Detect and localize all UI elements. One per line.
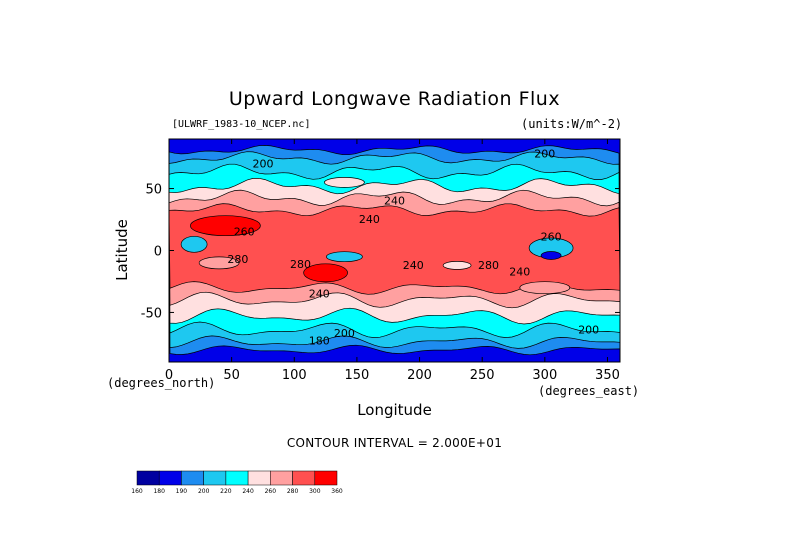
x-tick-label-0: 0 — [165, 368, 173, 383]
y-tick-label-0: -50 — [141, 306, 162, 321]
colorbar-label-6: 260 — [265, 488, 277, 495]
colorbar-swatch-3 — [203, 470, 227, 486]
contour-label-2: 240 — [384, 195, 405, 208]
contour-interval: CONTOUR INTERVAL = 2.000E+01 — [286, 436, 503, 450]
axes: 0 50 100 150 200 250 300 350 -50 0 50 — [141, 139, 620, 383]
flux-patch-8 — [519, 281, 571, 295]
colorbar-label-7: 280 — [287, 488, 299, 495]
flux-patch-2 — [180, 235, 208, 253]
colorbar-swatch-8 — [314, 470, 338, 486]
colorbar: 160 180 190 200 220 240 260 280 300 360 — [131, 470, 343, 495]
contour-label-10: 260 — [541, 231, 562, 244]
x-tick-label-2: 100 — [282, 368, 307, 383]
contour-label-11: 240 — [509, 265, 530, 278]
colorbar-label-4: 220 — [220, 488, 232, 495]
x-tick-label-4: 200 — [407, 368, 432, 383]
flux-patch-0 — [190, 215, 261, 237]
colorbar-label-9: 360 — [331, 488, 343, 495]
colorbar-swatch-2 — [181, 470, 204, 486]
file-label: [ULWRF_1983-10_NCEP.nc] — [172, 119, 311, 130]
contour-labels: 200 200 240 240 260 280 280 240 240 280 260 240 200 1… — [227, 148, 599, 348]
colorbar-label-2: 190 — [176, 488, 188, 495]
colorbar-label-5: 240 — [242, 488, 254, 495]
colorbar-label-1: 180 — [153, 488, 165, 495]
chart-title: Upward Longwave Radiation Flux — [228, 88, 561, 110]
y-axis-label: Latitude — [113, 219, 131, 281]
x-tick-label-7: 350 — [595, 368, 620, 383]
colorbar-swatch-0 — [136, 470, 160, 486]
contour-label-6: 280 — [290, 258, 311, 271]
contour-label-13: 180 — [309, 335, 330, 348]
contour-label-8: 240 — [403, 259, 424, 272]
colorbar-label-8: 300 — [309, 488, 321, 495]
colorbar-swatch-5 — [247, 470, 271, 486]
x-tick-label-6: 300 — [532, 368, 557, 383]
y-tick-label-1: 0 — [154, 245, 162, 260]
colorbar-swatch-1 — [158, 470, 182, 486]
contour-label-12: 200 — [334, 327, 355, 340]
flux-patch-7 — [198, 256, 240, 270]
contour-label-9: 280 — [478, 259, 499, 272]
x-axis-label: Longitude — [357, 401, 432, 419]
y-unit-label: (degrees_north) — [107, 376, 216, 390]
y-tick-label-2: 50 — [145, 183, 162, 198]
x-tick-label-3: 150 — [345, 368, 370, 383]
colorbar-label-0: 160 — [131, 488, 143, 495]
units-label: (units:W/m^-2) — [521, 117, 623, 131]
contour-label-3: 240 — [359, 213, 380, 226]
flux-patch-4 — [540, 251, 562, 260]
contour-label-4: 260 — [234, 226, 255, 239]
contour-label-1: 200 — [534, 148, 555, 161]
flux-patch-1 — [303, 263, 348, 283]
flux-patch-9 — [324, 177, 365, 188]
colorbar-swatch-7 — [292, 470, 316, 486]
colorbar-label-3: 200 — [198, 488, 210, 495]
colorbar-swatch-4 — [225, 470, 249, 486]
flux-patch-5 — [326, 251, 363, 263]
contour-label-14: 200 — [578, 324, 599, 337]
contour-label-5: 280 — [227, 253, 248, 266]
x-unit-label: (degrees_east) — [538, 384, 640, 398]
flux-patch-6 — [442, 261, 472, 270]
colorbar-swatch-6 — [270, 470, 293, 486]
x-tick-label-1: 50 — [223, 368, 240, 383]
contour-label-0: 200 — [253, 158, 274, 171]
flux-bands — [168, 139, 621, 362]
x-tick-label-5: 250 — [470, 368, 495, 383]
contour-label-7: 240 — [309, 288, 330, 301]
